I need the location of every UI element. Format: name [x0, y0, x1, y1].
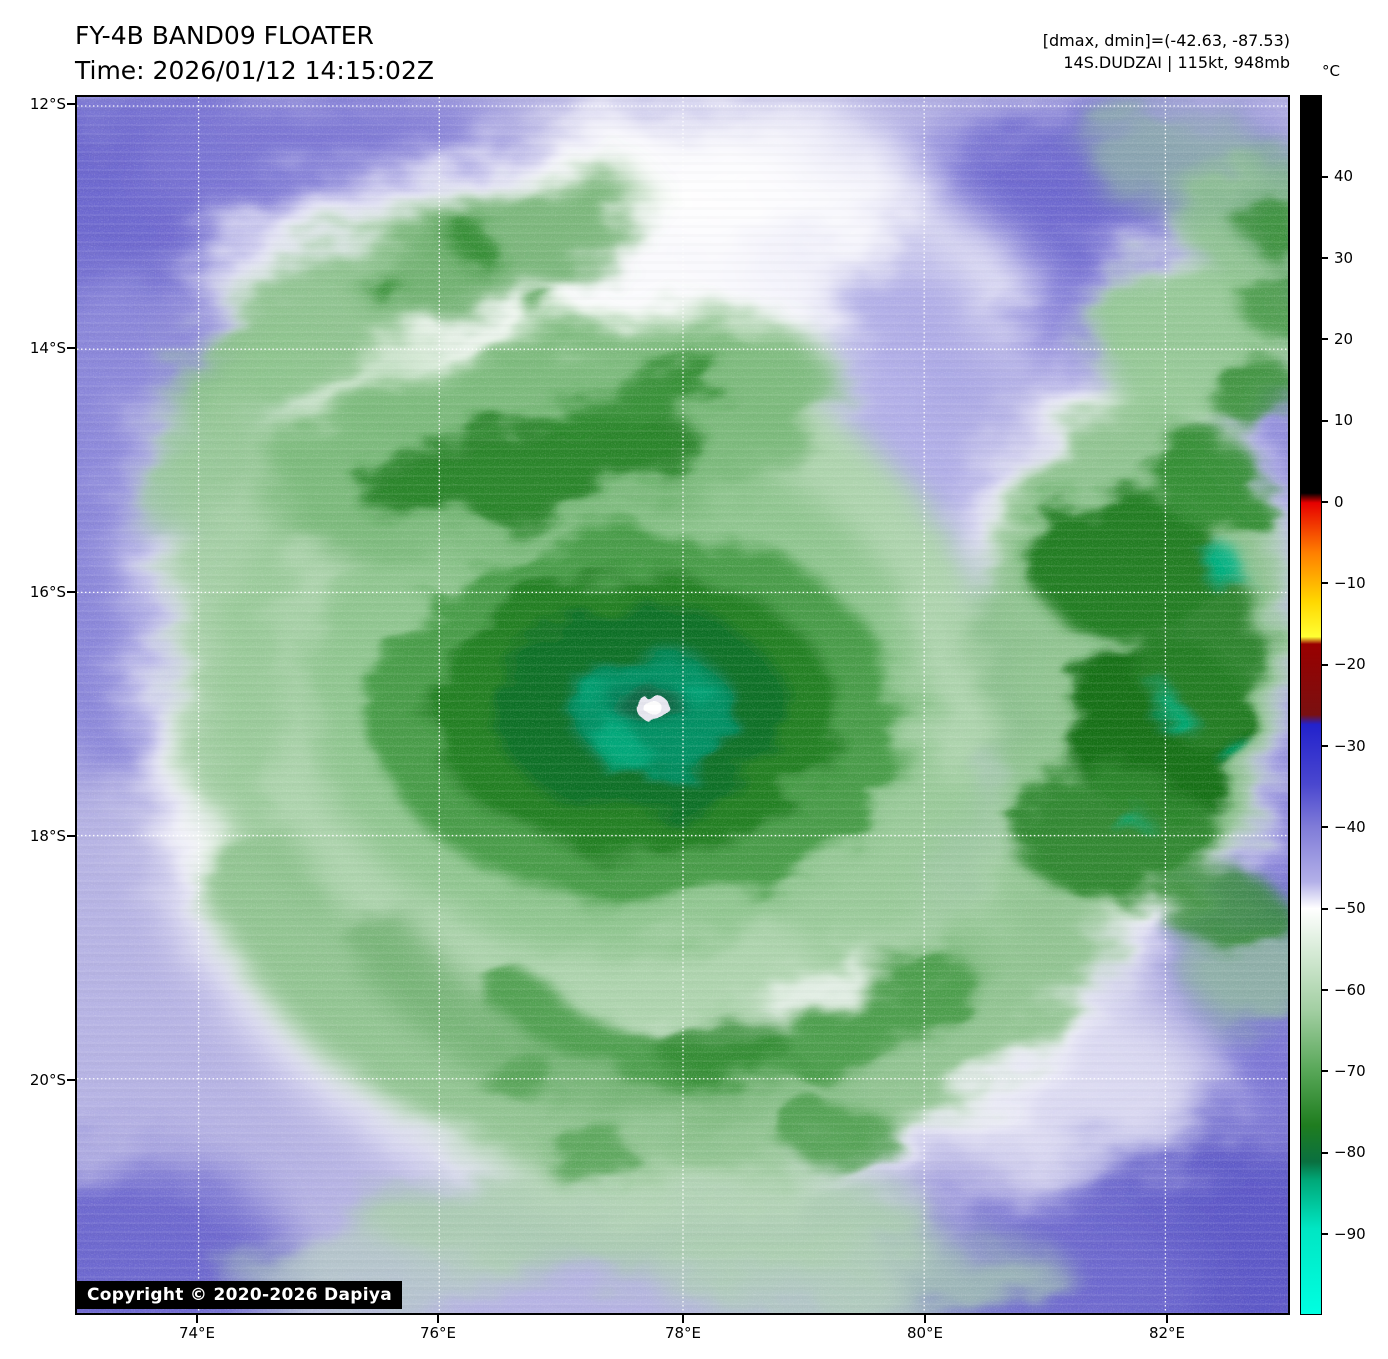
lat-tick-mark — [67, 347, 75, 349]
colorbar-tick-label: 10 — [1334, 411, 1354, 429]
colorbar-tick — [1322, 908, 1328, 910]
lon-tick-mark — [196, 1315, 198, 1323]
colorbar-tick-label: −50 — [1334, 899, 1366, 917]
colorbar-tick-label: −10 — [1334, 574, 1366, 592]
lon-tick-label: 82°E — [1148, 1324, 1186, 1342]
info-block: [dmax, dmin]=(-42.63, -87.53) 14S.DUDZAI… — [1043, 30, 1290, 74]
colorbar-unit-label: °C — [1322, 62, 1340, 80]
lat-tick-mark — [67, 1079, 75, 1081]
colorbar-tick — [1322, 257, 1328, 259]
colorbar-tick — [1322, 176, 1328, 178]
lon-tick-mark — [1166, 1315, 1168, 1323]
colorbar-tick — [1322, 826, 1328, 828]
lat-tick-label: 14°S — [29, 339, 66, 357]
colorbar-tick — [1322, 664, 1328, 666]
colorbar-tick — [1322, 1152, 1328, 1154]
satellite-map — [75, 95, 1290, 1315]
lat-tick-label: 18°S — [29, 827, 66, 845]
lat-tick-label: 12°S — [29, 95, 66, 113]
colorbar-tick — [1322, 338, 1328, 340]
colorbar-tick-label: −60 — [1334, 981, 1366, 999]
lon-tick-mark — [682, 1315, 684, 1323]
graticule-overlay — [77, 97, 1288, 1313]
colorbar-tick-label: −70 — [1334, 1062, 1366, 1080]
colorbar-tick — [1322, 989, 1328, 991]
colorbar-tick — [1322, 1070, 1328, 1072]
colorbar-tick — [1322, 1233, 1328, 1235]
lon-tick-label: 78°E — [664, 1324, 702, 1342]
colorbar-tick-label: −90 — [1334, 1225, 1366, 1243]
colorbar-tick-label: −80 — [1334, 1143, 1366, 1161]
lon-tick-mark — [924, 1315, 926, 1323]
colorbar-tick — [1322, 501, 1328, 503]
lat-tick-label: 16°S — [29, 583, 66, 601]
lat-tick-mark — [67, 835, 75, 837]
lon-tick-mark — [437, 1315, 439, 1323]
colorbar-tick-label: 30 — [1334, 249, 1354, 267]
colorbar-gradient — [1300, 95, 1322, 1315]
satellite-image — [77, 97, 1288, 1313]
lat-tick-mark — [67, 103, 75, 105]
lat-tick-mark — [67, 591, 75, 593]
lat-tick-label: 20°S — [29, 1071, 66, 1089]
colorbar-tick — [1322, 420, 1328, 422]
header-block: FY-4B BAND09 FLOATER Time: 2026/01/12 14… — [75, 18, 434, 88]
dmax-dmin-readout: [dmax, dmin]=(-42.63, -87.53) — [1042, 31, 1290, 50]
storm-info-readout: 14S.DUDZAI | 115kt, 948mb — [1063, 53, 1290, 72]
colorbar-tick — [1322, 745, 1328, 747]
lon-tick-label: 74°E — [178, 1324, 216, 1342]
colorbar-tick-label: −40 — [1334, 818, 1366, 836]
colorbar-tick-label: 40 — [1334, 167, 1354, 185]
colorbar-tick — [1322, 582, 1328, 584]
colorbar-tick-label: −30 — [1334, 737, 1366, 755]
lon-tick-label: 80°E — [906, 1324, 944, 1342]
timestamp: Time: 2026/01/12 14:15:02Z — [75, 56, 434, 85]
copyright-badge: Copyright © 2020-2026 Dapiya — [77, 1281, 402, 1309]
colorbar-tick-label: 20 — [1334, 330, 1354, 348]
colorbar-tick-label: −20 — [1334, 655, 1366, 673]
colorbar-tick-label: 0 — [1334, 493, 1344, 511]
page-title: FY-4B BAND09 FLOATER — [75, 21, 374, 50]
lon-tick-label: 76°E — [419, 1324, 457, 1342]
